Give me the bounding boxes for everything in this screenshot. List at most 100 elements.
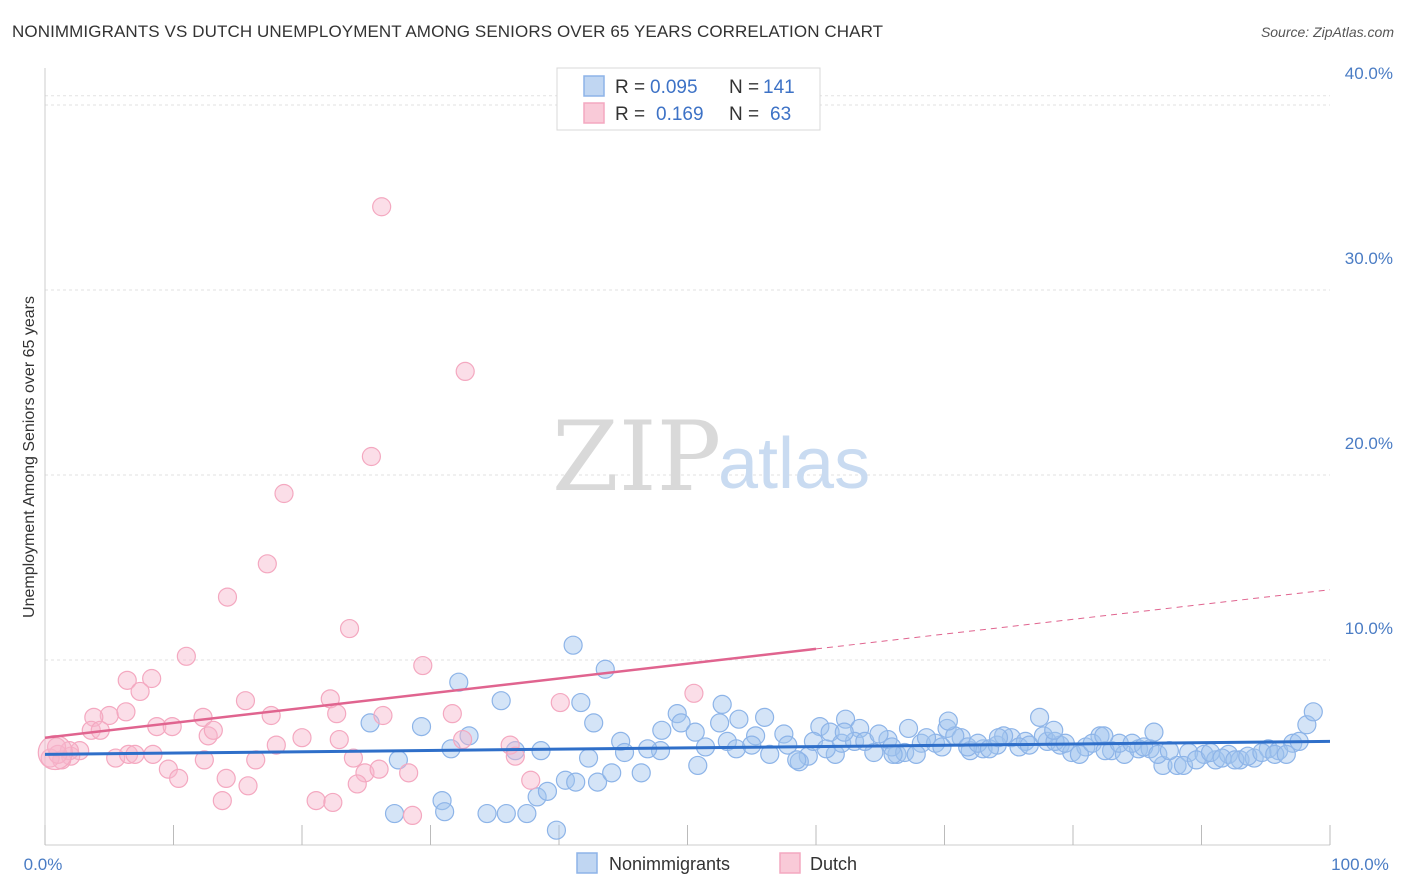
dutch-point-4: [257, 554, 277, 574]
dutch-point-53: [306, 790, 326, 811]
dutch-points: [37, 197, 704, 826]
nonimmigrants-point-68: [611, 731, 631, 752]
nonimmigrants-point-130: [712, 694, 732, 715]
legend-r-value-0: 0.095: [650, 77, 698, 98]
nonimmigrants-point-72: [652, 720, 672, 740]
series-legend-swatch-dutch: [779, 852, 801, 874]
dutch-point-17: [235, 691, 256, 711]
nonimmigrants-point-66: [587, 772, 608, 792]
dutch-point-5: [217, 587, 238, 607]
dutch-point-cluster: [37, 734, 73, 771]
nonimmigrants-point-135: [988, 728, 1009, 748]
dutch-point-55: [355, 763, 375, 783]
nonimmigrants-point-59: [517, 803, 537, 824]
y-tick-labels: 10.0% 20.0% 30.0% 40.0%: [1345, 64, 1393, 638]
legend-swatch-dutch: [583, 102, 605, 124]
dutch-point-15: [116, 702, 136, 722]
dutch-point-59: [212, 790, 232, 811]
watermark-zip: ZIP: [552, 401, 721, 513]
nonimmigrants-point-32: [1029, 707, 1050, 727]
dutch-point-28: [198, 726, 218, 746]
dutch-point-45: [194, 750, 214, 770]
trend-lines: [44, 589, 1331, 756]
nonimmigrants-point-70: [631, 763, 651, 783]
dutch-point-61: [402, 805, 423, 826]
nonimmigrants-point-96: [968, 733, 988, 753]
nonimmigrants-point-84: [820, 722, 840, 742]
dutch-point-3: [274, 483, 294, 504]
nonimmigrants-point-76: [710, 713, 730, 733]
dutch-point-8: [142, 668, 162, 689]
nonimmigrants-point-55: [384, 803, 405, 824]
nonimmigrants-point-25: [937, 718, 957, 739]
dutch-point-48: [505, 746, 525, 766]
nonimmigrants-point-138: [1144, 722, 1164, 742]
nonimmigrants-point-120: [1276, 744, 1296, 764]
nonimmigrants-point-23: [911, 733, 931, 753]
y-tick-label-40: 40.0%: [1345, 64, 1393, 83]
correlation-legend: R = 0.095 N = 141 R = 0.169 N = 63: [556, 67, 821, 131]
dutch-point-33: [453, 729, 473, 750]
nonimmigrants-point-122: [411, 716, 432, 737]
nonimmigrants-point-69: [614, 742, 635, 763]
series-legend-swatch-nonimmigrants: [576, 852, 598, 874]
nonimmigrants-point-95: [958, 737, 978, 757]
nonimmigrants-point-124: [491, 691, 511, 711]
dutch-point-12: [130, 681, 150, 702]
nonimmigrants-point-93: [932, 737, 952, 757]
dutch-point-51: [216, 768, 236, 789]
dutch-point-58: [521, 770, 541, 790]
dutch-point-11: [684, 683, 704, 703]
nonimmigrants-points: [360, 635, 1323, 840]
dutch-point-22: [442, 704, 462, 724]
dutch-point-23: [550, 692, 570, 713]
dutch-point-6: [339, 618, 360, 639]
nonimmigrants-point-65: [578, 748, 599, 768]
nonimmigrants-point-64: [566, 772, 586, 792]
chart-title: NONIMMIGRANTS VS DUTCH UNEMPLOYMENT AMON…: [12, 22, 884, 41]
nonimmigrants-point-126: [432, 790, 452, 811]
nonimmigrants-point-7: [667, 704, 687, 724]
dutch-trend-line: [44, 647, 817, 739]
legend-n-value-0: 141: [763, 77, 795, 98]
dutch-point-20: [327, 704, 347, 724]
dutch-point-29: [203, 720, 223, 740]
nonimmigrants-point-134: [938, 711, 958, 731]
legend-swatch-nonimmigrants: [583, 75, 605, 97]
nonimmigrants-point-22: [898, 718, 919, 739]
nonimmigrants-point-127: [435, 802, 455, 822]
dutch-point-1: [455, 361, 475, 381]
dutch-point-50: [169, 768, 189, 789]
dutch-point-10: [413, 655, 433, 676]
y-axis-label: Unemployment Among Seniors over 65 years: [21, 296, 38, 618]
dutch-point-56: [369, 759, 389, 779]
dutch-point-60: [347, 774, 367, 794]
dutch-point-7: [176, 646, 196, 666]
nonimmigrants-point-43: [1167, 755, 1187, 776]
nonimmigrants-point-91: [906, 744, 926, 764]
dutch-point-27: [162, 716, 182, 737]
nonimmigrants-point-73: [671, 713, 691, 733]
legend-r-label-0: R =: [615, 77, 645, 98]
dutch-point-21: [373, 705, 393, 726]
dutch-point-30: [266, 735, 286, 755]
nonimmigrants-point-57: [477, 803, 497, 824]
dutch-point-52: [238, 776, 258, 796]
nonimmigrants-point-74: [685, 722, 705, 742]
nonimmigrants-point-78: [742, 735, 762, 755]
nonimmigrants-point-110: [1148, 744, 1168, 764]
dutch-point-9: [117, 670, 137, 690]
y-tick-label-20: 20.0%: [1345, 434, 1393, 453]
nonimmigrants-point-61: [537, 781, 558, 801]
series-legend-label-nonimmigrants: Nonimmigrants: [609, 854, 730, 874]
dutch-point-18: [261, 705, 281, 726]
nonimmigrants-point-58: [496, 803, 516, 824]
nonimmigrants-point-4: [563, 635, 583, 655]
nonimmigrants-trend-line: [44, 739, 1331, 756]
legend-n-value-1: 63: [770, 104, 791, 125]
dutch-point-31: [292, 728, 312, 748]
nonimmigrants-point-117: [1238, 746, 1258, 766]
dutch-point-2: [361, 446, 381, 467]
legend-n-label-0: N =: [729, 77, 759, 98]
